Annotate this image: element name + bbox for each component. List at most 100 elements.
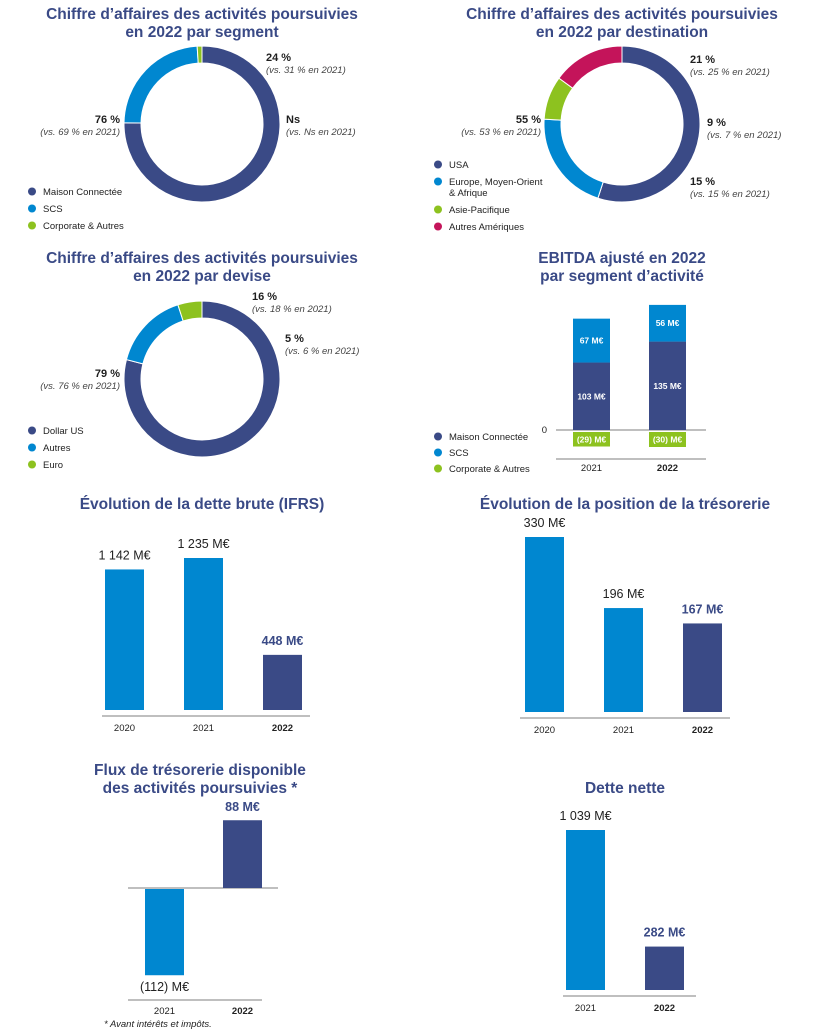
bar-value-label: 330 M€ [524,516,566,530]
pie-slice [123,45,199,124]
legend-label: USA [449,160,469,171]
bar [573,318,610,363]
bar-value-label: 167 M€ [682,602,724,616]
bar [105,569,144,710]
chart-dette-nette: Dette nette 1 039 M€ 2021 282 M€ 2022 [559,780,696,1014]
footnote: * Avant intérêts et impôts. [104,1019,212,1030]
bar-value-label: 103 M€ [577,391,606,401]
category-label: 2022 [654,1003,675,1014]
category-label: 2020 [114,723,135,734]
bar [645,946,684,990]
bar-value-label: (29) M€ [577,434,607,444]
legend-label: Autres Amériques [449,222,524,233]
legend-label: Corporate & Autres [449,464,530,475]
bar [145,889,184,976]
legend-label: Europe, Moyen-Orient [449,177,543,188]
chart-tresorerie: Évolution de la position de la trésoreri… [480,496,771,736]
bar [573,362,610,430]
slice-comparison: (vs. 25 % en 2021) [690,67,770,78]
chart-title: Chiffre d’affaires des activités poursui… [46,6,358,23]
chart-title: en 2022 par devise [133,268,271,285]
bar-value-label: 88 M€ [225,800,260,814]
legend-swatch [28,221,36,230]
bar-value-label: (112) M€ [140,980,189,994]
legend-label: Euro [43,460,63,471]
legend-label: Asie-Pacifique [449,205,510,216]
slice-comparison: (vs. 69 % en 2021) [40,127,120,138]
slice-percent: 9 % [707,117,726,129]
legend-label: Corporate & Autres [43,221,124,232]
chart-title: Évolution de la position de la trésoreri… [480,496,771,513]
pie-slice [177,300,203,322]
bar [604,608,643,712]
bar-value-label: 282 M€ [644,926,686,940]
legend-label: Maison Connectée [43,187,122,198]
slice-percent: 55 % [516,114,541,126]
chart-title: des activités poursuivies * [103,780,299,797]
bar-value-label: 1 235 M€ [177,537,229,551]
slice-percent: 24 % [266,52,291,64]
chart-title: Dette nette [585,780,665,797]
category-label: 2022 [657,463,678,474]
slice-comparison: (vs. 76 % en 2021) [40,381,120,392]
category-label: 2021 [575,1003,596,1014]
slice-comparison: (vs. 53 % en 2021) [461,127,541,138]
slice-percent: 76 % [95,114,120,126]
pie-slice [543,118,604,199]
slice-percent: 16 % [252,291,277,303]
bar [566,830,605,990]
slice-percent: 15 % [690,176,715,188]
category-label: 2020 [534,725,555,736]
bar-value-label: 448 M€ [262,634,304,648]
pie-slice [196,45,203,64]
legend-swatch [434,464,442,473]
legend-swatch [434,177,442,186]
chart-title: en 2022 par segment [125,24,278,41]
pie-slice [597,45,701,203]
legend-label: SCS [43,204,63,215]
pie-slice [123,45,281,203]
chart-title: Évolution de la dette brute (IFRS) [80,496,325,513]
chart-destination: Chiffre d’affaires des activités poursui… [434,6,781,233]
chart-title: en 2022 par destination [536,24,708,41]
bar [649,432,686,447]
legend-label: Autres [43,443,71,454]
category-label: 2022 [232,1006,253,1017]
category-label: 2021 [613,725,634,736]
slice-comparison: (vs. 6 % en 2021) [285,346,359,357]
legend-swatch [28,426,36,435]
bar-value-label: (30) M€ [653,435,683,445]
bar [223,820,262,888]
category-label: 2021 [193,723,214,734]
bar-value-label: 1 142 M€ [98,548,150,562]
bar-value-label: 196 M€ [603,587,645,601]
legend-label: Dollar US [43,426,84,437]
pie-slice [125,304,184,365]
chart-title: Flux de trésorerie disponible [94,762,306,779]
bar [573,432,610,447]
slice-percent: 5 % [285,333,304,345]
legend-label: Maison Connectée [449,432,528,443]
legend-label: & Afrique [449,188,488,199]
slice-percent: Ns [286,114,300,126]
legend-swatch [28,443,36,452]
bar-value-label: 56 M€ [656,318,680,328]
bar [683,623,722,712]
bar [184,558,223,710]
legend-label: SCS [449,448,469,459]
pie-slice [123,300,281,458]
bar-value-label: 1 039 M€ [559,809,611,823]
slice-comparison: (vs. 18 % en 2021) [252,304,332,315]
chart-devise: Chiffre d’affaires des activités poursui… [28,250,359,471]
legend-swatch [434,222,442,231]
category-label: 2021 [154,1006,175,1017]
slice-comparison: (vs. 15 % en 2021) [690,189,770,200]
bar [263,654,302,710]
slice-comparison: (vs. 31 % en 2021) [266,65,346,76]
legend-swatch [434,432,442,441]
bar [649,341,686,430]
chart-title: Chiffre d’affaires des activités poursui… [46,250,358,267]
legend-swatch [434,160,442,169]
